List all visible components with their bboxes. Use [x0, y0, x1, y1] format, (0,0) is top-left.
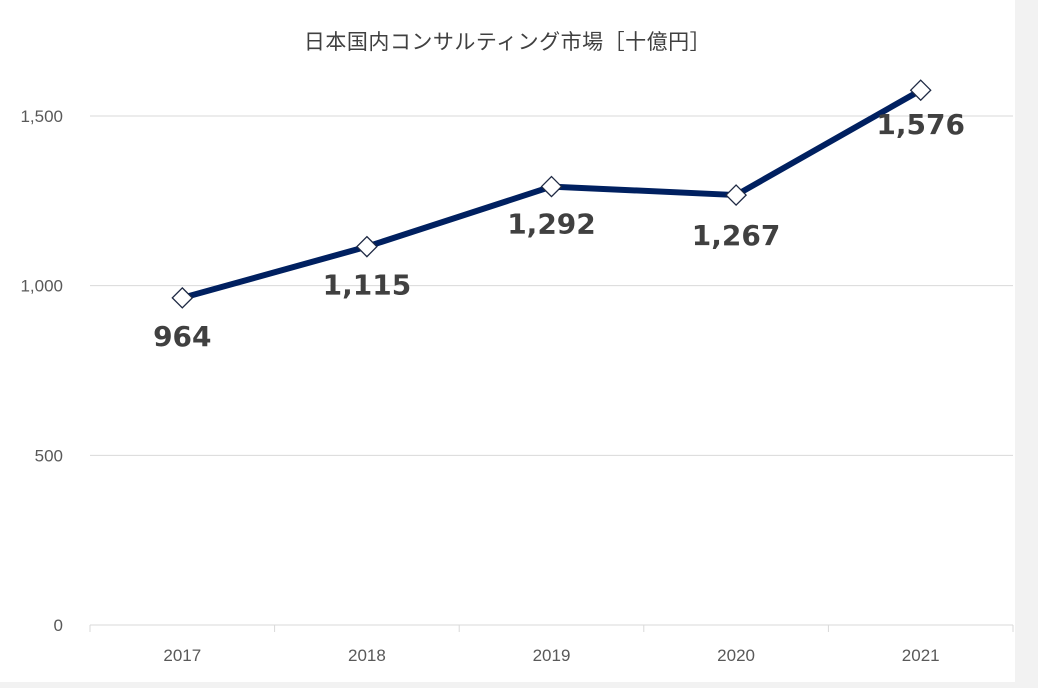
data-label: 1,115: [323, 269, 412, 302]
data-label: 964: [153, 320, 211, 353]
data-label: 1,267: [692, 219, 781, 252]
data-label: 1,576: [876, 108, 965, 141]
plot-area: 0 500 1,000 1,500 2017 2018 2019 2020 2021 964 1,1…: [20, 79, 1014, 665]
x-tick-label: 2019: [533, 646, 571, 665]
x-tick-label: 2020: [717, 646, 755, 665]
diamond-marker-icon: [909, 79, 932, 102]
diamond-marker-icon: [355, 235, 378, 258]
y-tick-label: 0: [54, 616, 63, 635]
diamond-marker-icon: [171, 286, 194, 309]
y-tick-label: 500: [35, 446, 63, 465]
diamond-marker-icon: [725, 184, 748, 206]
y-tick-label: 1,000: [20, 277, 63, 296]
x-tick-label: 2018: [348, 646, 386, 665]
x-tick-label: 2017: [163, 646, 201, 665]
x-tick-label: 2021: [902, 646, 940, 665]
diamond-marker-icon: [540, 175, 563, 198]
data-label: 1,292: [507, 208, 596, 241]
chart-title: 日本国内コンサルティング市場［十億円］: [303, 30, 712, 54]
y-tick-label: 1,500: [20, 107, 63, 126]
chart-area: 日本国内コンサルティング市場［十億円］ 0 500 1,000 1,500 2017 20…: [0, 0, 1015, 682]
